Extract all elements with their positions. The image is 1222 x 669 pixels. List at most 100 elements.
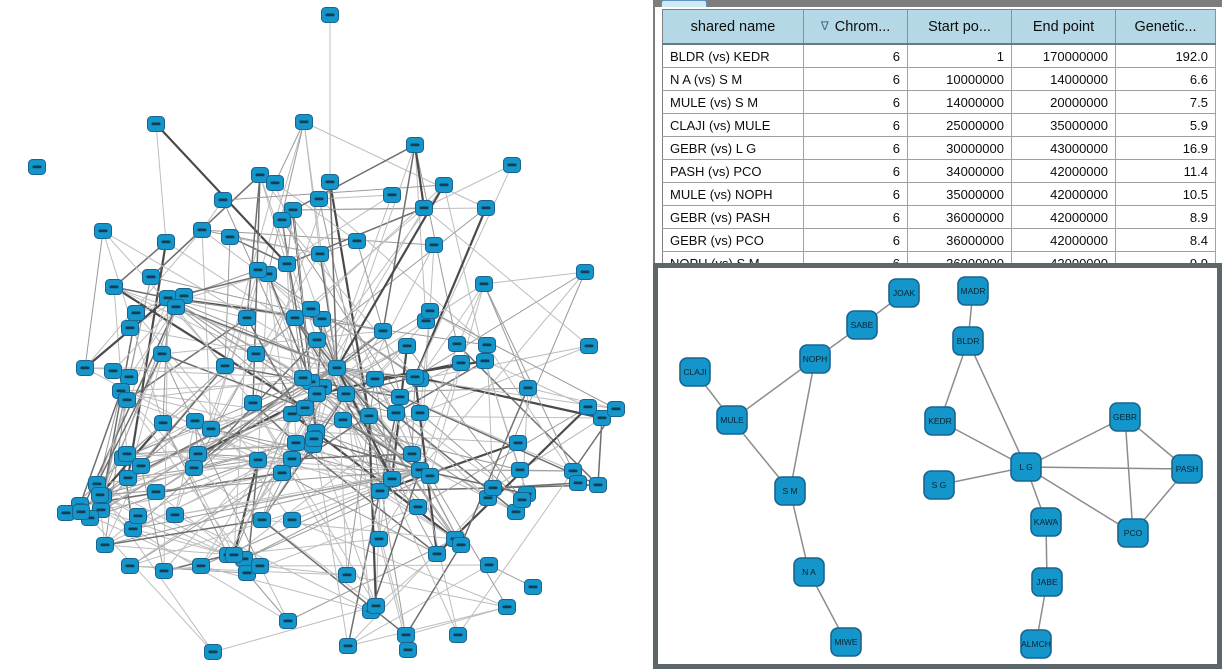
overview-node[interactable] — [193, 222, 211, 238]
overview-node[interactable] — [305, 431, 323, 447]
overview-node[interactable] — [452, 355, 470, 371]
network-node-kedr[interactable]: KEDR — [924, 406, 956, 436]
overview-node[interactable] — [157, 234, 175, 250]
overview-node[interactable] — [569, 475, 587, 491]
network-node-pash[interactable]: PASH — [1171, 454, 1203, 484]
overview-node[interactable] — [321, 174, 339, 190]
overview-node[interactable] — [294, 370, 312, 386]
overview-node[interactable] — [383, 187, 401, 203]
overview-node[interactable] — [253, 512, 271, 528]
overview-node[interactable] — [302, 301, 320, 317]
table-panel-tab[interactable] — [661, 0, 707, 7]
overview-node[interactable] — [321, 7, 339, 23]
network-node-joak[interactable]: JOAK — [888, 278, 920, 308]
overview-node[interactable] — [286, 310, 304, 326]
overview-network-canvas[interactable] — [0, 0, 652, 669]
overview-node[interactable] — [374, 323, 392, 339]
table-row[interactable]: N A (vs) S M 6 10000000 14000000 6.6 — [662, 67, 1216, 91]
overview-node[interactable] — [607, 401, 625, 417]
overview-node[interactable] — [421, 468, 439, 484]
overview-node[interactable] — [147, 484, 165, 500]
overview-node[interactable] — [519, 380, 537, 396]
overview-node[interactable] — [216, 358, 234, 374]
overview-node[interactable] — [119, 470, 137, 486]
overview-node[interactable] — [185, 460, 203, 476]
overview-node[interactable] — [251, 558, 269, 574]
overview-node[interactable] — [338, 567, 356, 583]
overview-node[interactable] — [189, 446, 207, 462]
overview-node[interactable] — [448, 336, 466, 352]
overview-node[interactable] — [387, 405, 405, 421]
network-node-mule[interactable]: MULE — [716, 405, 748, 435]
overview-node[interactable] — [366, 371, 384, 387]
table-row[interactable]: BLDR (vs) KEDR 6 1 170000000 192.0 — [662, 44, 1216, 68]
overview-node[interactable] — [186, 413, 204, 429]
overview-node[interactable] — [308, 386, 326, 402]
overview-node[interactable] — [348, 233, 366, 249]
overview-node[interactable] — [391, 389, 409, 405]
overview-node[interactable] — [435, 177, 453, 193]
overview-node[interactable] — [154, 415, 172, 431]
overview-node[interactable] — [204, 644, 222, 660]
overview-node[interactable] — [287, 435, 305, 451]
overview-node[interactable] — [124, 521, 142, 537]
table-row[interactable]: GEBR (vs) L G 6 30000000 43000000 16.9 — [662, 136, 1216, 160]
overview-node[interactable] — [397, 627, 415, 643]
overview-node[interactable] — [503, 157, 521, 173]
overview-node[interactable] — [498, 599, 516, 615]
overview-node[interactable] — [477, 200, 495, 216]
table-row[interactable]: GEBR (vs) PCO 6 36000000 42000000 8.4 — [662, 228, 1216, 252]
overview-node[interactable] — [311, 246, 329, 262]
network-node-sabe[interactable]: SABE — [846, 310, 878, 340]
overview-node[interactable] — [589, 477, 607, 493]
overview-node[interactable] — [399, 642, 417, 658]
overview-node[interactable] — [166, 507, 184, 523]
filter-funnel-icon[interactable]: ∇ — [820, 18, 829, 33]
network-node-kawa[interactable]: KAWA — [1030, 507, 1062, 537]
network-node-claji[interactable]: CLAJI — [679, 357, 711, 387]
table-row[interactable]: CLAJI (vs) MULE 6 25000000 35000000 5.9 — [662, 113, 1216, 137]
overview-node[interactable] — [247, 346, 265, 362]
filtered-network-canvas[interactable]: JOAK MADR SABE BLDR NOPH CLAJI GEBR MULE KEDR L G… — [658, 268, 1215, 662]
network-node-s-g[interactable]: S G — [923, 470, 955, 500]
network-node-noph[interactable]: NOPH — [799, 344, 831, 374]
overview-node[interactable] — [476, 353, 494, 369]
overview-node[interactable] — [513, 492, 531, 508]
overview-node[interactable] — [225, 547, 243, 563]
overview-node[interactable] — [121, 320, 139, 336]
overview-node[interactable] — [278, 256, 296, 272]
overview-node[interactable] — [28, 159, 46, 175]
overview-node[interactable] — [411, 405, 429, 421]
overview-node[interactable] — [273, 212, 291, 228]
overview-node[interactable] — [96, 537, 114, 553]
overview-node[interactable] — [415, 200, 433, 216]
column-header-3[interactable]: End point — [1011, 9, 1116, 45]
network-node-l-g[interactable]: L G — [1010, 452, 1042, 482]
overview-node[interactable] — [425, 237, 443, 253]
overview-node[interactable] — [403, 446, 421, 462]
overview-node[interactable] — [127, 305, 145, 321]
overview-node[interactable] — [266, 175, 284, 191]
overview-node[interactable] — [593, 410, 611, 426]
table-row[interactable]: PASH (vs) PCO 6 34000000 42000000 11.4 — [662, 159, 1216, 183]
network-node-almch[interactable]: ALMCH — [1020, 629, 1052, 659]
overview-node[interactable] — [120, 369, 138, 385]
overview-node[interactable] — [452, 537, 470, 553]
column-header-2[interactable]: Start po... — [907, 9, 1012, 45]
overview-node[interactable] — [121, 558, 139, 574]
overview-node[interactable] — [339, 638, 357, 654]
overview-node[interactable] — [524, 579, 542, 595]
overview-node[interactable] — [579, 399, 597, 415]
overview-node[interactable] — [334, 412, 352, 428]
overview-node[interactable] — [251, 167, 269, 183]
table-row[interactable]: GEBR (vs) PASH 6 36000000 42000000 8.9 — [662, 205, 1216, 229]
overview-node[interactable] — [475, 276, 493, 292]
overview-node[interactable] — [421, 303, 439, 319]
overview-node[interactable] — [478, 337, 496, 353]
table-row[interactable]: MULE (vs) S M 6 14000000 20000000 7.5 — [662, 90, 1216, 114]
overview-node[interactable] — [91, 487, 109, 503]
overview-node[interactable] — [221, 229, 239, 245]
overview-node[interactable] — [153, 346, 171, 362]
overview-node[interactable] — [406, 137, 424, 153]
overview-node[interactable] — [406, 369, 424, 385]
